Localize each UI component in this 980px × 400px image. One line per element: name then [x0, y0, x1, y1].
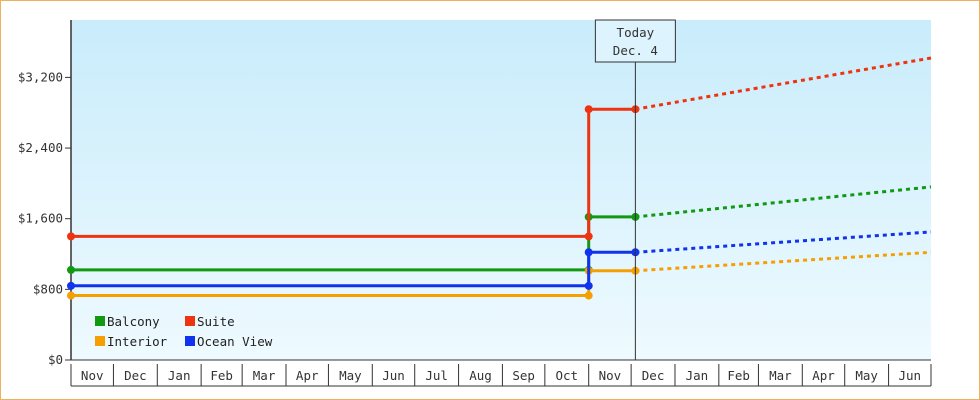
series-line-balcony — [71, 215, 636, 272]
data-point-interior — [584, 291, 593, 300]
data-point-ocean-view — [67, 281, 75, 290]
month-label: Jan — [168, 368, 191, 383]
y-tick-label: $0 — [48, 352, 63, 367]
legend-swatch-balcony — [95, 316, 105, 326]
forecast-line-balcony — [635, 185, 932, 219]
legend-swatch-suite — [185, 316, 195, 326]
month-label: Apr — [812, 368, 835, 383]
data-point-interior — [67, 291, 75, 300]
month-label: Nov — [81, 368, 104, 383]
legend-label-suite: Suite — [197, 314, 235, 329]
today-label-date: Dec. 4 — [613, 43, 658, 58]
series-layer — [67, 56, 932, 300]
month-label: Oct — [555, 368, 578, 383]
month-label: Dec — [124, 368, 147, 383]
data-point-suite — [584, 232, 593, 241]
legend: Balcony Suite Interior Ocean View — [95, 314, 273, 349]
series-line-suite — [71, 107, 636, 238]
legend-swatch-ocean-view — [185, 336, 195, 346]
today-label-title: Today — [617, 25, 655, 40]
month-label: Mar — [253, 368, 276, 383]
forecast-line-interior — [635, 250, 932, 273]
data-point-ocean-view — [584, 248, 593, 257]
y-tick-label: $1,600 — [18, 211, 63, 226]
month-label: Aug — [469, 368, 492, 383]
month-label: Jun — [382, 368, 405, 383]
month-label: Dec — [642, 368, 665, 383]
month-label: Nov — [599, 368, 622, 383]
month-label: May — [339, 368, 362, 383]
forecast-line-ocean-view — [635, 230, 932, 254]
y-tick-label: $2,400 — [18, 140, 63, 155]
month-label: Feb — [210, 368, 233, 383]
data-point-suite — [67, 232, 75, 241]
forecast-line-suite — [635, 56, 932, 111]
data-point-ocean-view — [584, 281, 593, 290]
month-label: Sep — [512, 368, 535, 383]
today-label-box — [594, 19, 676, 63]
legend-label-interior: Interior — [107, 334, 168, 349]
legend-label-balcony: Balcony — [107, 314, 160, 329]
month-label: Mar — [769, 368, 792, 383]
y-tick-label: $3,200 — [18, 69, 63, 84]
series-line-ocean-view — [71, 250, 636, 288]
month-label: Jan — [686, 368, 709, 383]
y-tick-label: $800 — [33, 281, 63, 296]
axes: $0 $800 $1,600 $2,400 $3,200 Nov Dec Jan Feb Mar A… — [18, 20, 932, 387]
month-label: Jun — [898, 368, 921, 383]
data-point-suite — [584, 105, 593, 114]
today-marker: Today Dec. 4 — [594, 19, 676, 360]
legend-swatch-interior — [95, 336, 105, 346]
month-label: Feb — [727, 368, 750, 383]
legend-label-ocean-view: Ocean View — [197, 334, 273, 349]
month-label: Apr — [296, 368, 319, 383]
month-label: Jul — [425, 368, 448, 383]
month-label: May — [855, 368, 878, 383]
plot-area — [71, 20, 931, 360]
data-point-balcony — [67, 265, 75, 274]
